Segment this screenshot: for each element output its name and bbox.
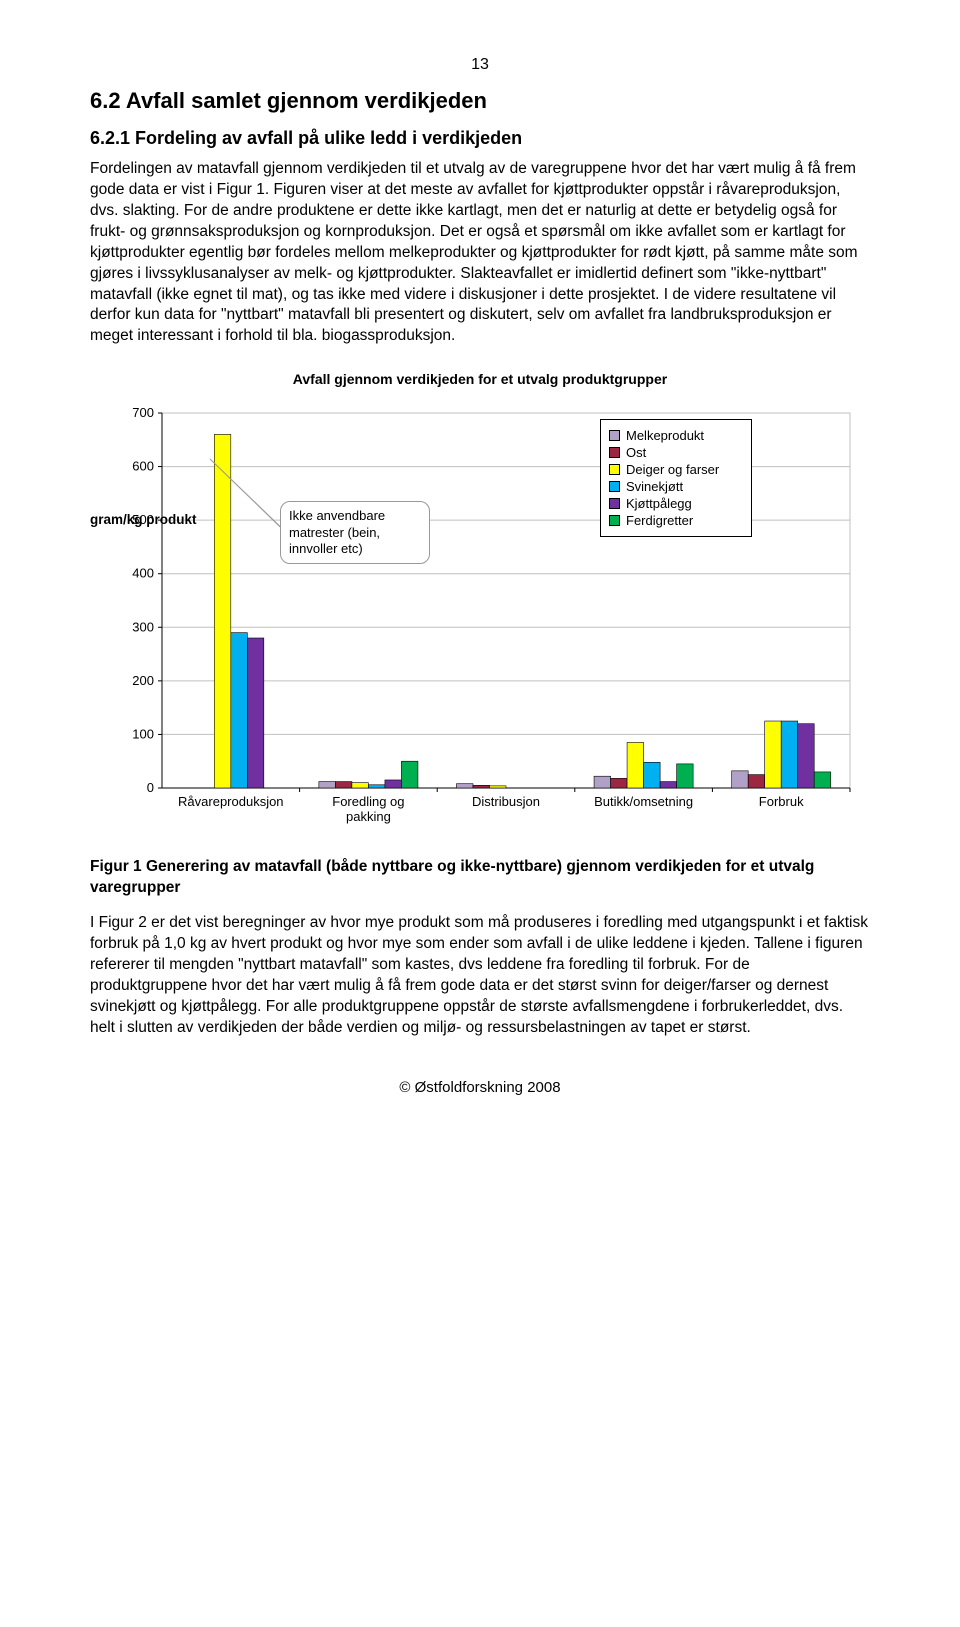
chart-container: 0100200300400500600700RåvareproduksjonFo… [90, 393, 870, 853]
legend-item: Svinekjøtt [609, 479, 743, 494]
chart-callout: Ikke anvendbare matrester (bein, innvoll… [280, 501, 430, 564]
heading-2: 6.2.1 Fordeling av avfall på ulike ledd … [90, 128, 870, 149]
paragraph-2: I Figur 2 er det vist beregninger av hvo… [90, 913, 870, 1039]
legend-item: Melkeprodukt [609, 428, 743, 443]
legend-item: Ost [609, 445, 743, 460]
bar-chart: 0100200300400500600700RåvareproduksjonFo… [90, 393, 870, 853]
legend-item: Ferdigretter [609, 513, 743, 528]
svg-text:100: 100 [132, 727, 154, 742]
page: 13 6.2 Avfall samlet gjennom verdikjeden… [0, 0, 960, 1136]
svg-text:300: 300 [132, 620, 154, 635]
svg-text:700: 700 [132, 405, 154, 420]
svg-text:pakking: pakking [346, 809, 391, 824]
svg-text:400: 400 [132, 566, 154, 581]
svg-text:Forbruk: Forbruk [759, 794, 804, 809]
chart-title: Avfall gjennom verdikjeden for et utvalg… [90, 371, 870, 387]
footer: © Østfoldforskning 2008 [90, 1079, 870, 1096]
svg-text:Foredling og: Foredling og [332, 794, 404, 809]
figure-caption: Figur 1 Generering av matavfall (både ny… [90, 857, 870, 899]
svg-text:200: 200 [132, 673, 154, 688]
paragraph-1: Fordelingen av matavfall gjennom verdikj… [90, 159, 870, 347]
svg-text:Butikk/omsetning: Butikk/omsetning [594, 794, 693, 809]
legend-item: Kjøttpålegg [609, 496, 743, 511]
legend-item: Deiger og farser [609, 462, 743, 477]
svg-text:Råvareproduksjon: Råvareproduksjon [178, 794, 284, 809]
svg-text:600: 600 [132, 459, 154, 474]
y-axis-label: gram/kg produkt [90, 512, 197, 527]
chart-legend: Melkeprodukt Ost Deiger og farser Svinekjøt… [600, 419, 752, 537]
page-number: 13 [90, 56, 870, 74]
heading-1: 6.2 Avfall samlet gjennom verdikjeden [90, 88, 870, 114]
svg-text:0: 0 [147, 780, 154, 795]
svg-text:Distribusjon: Distribusjon [472, 794, 540, 809]
